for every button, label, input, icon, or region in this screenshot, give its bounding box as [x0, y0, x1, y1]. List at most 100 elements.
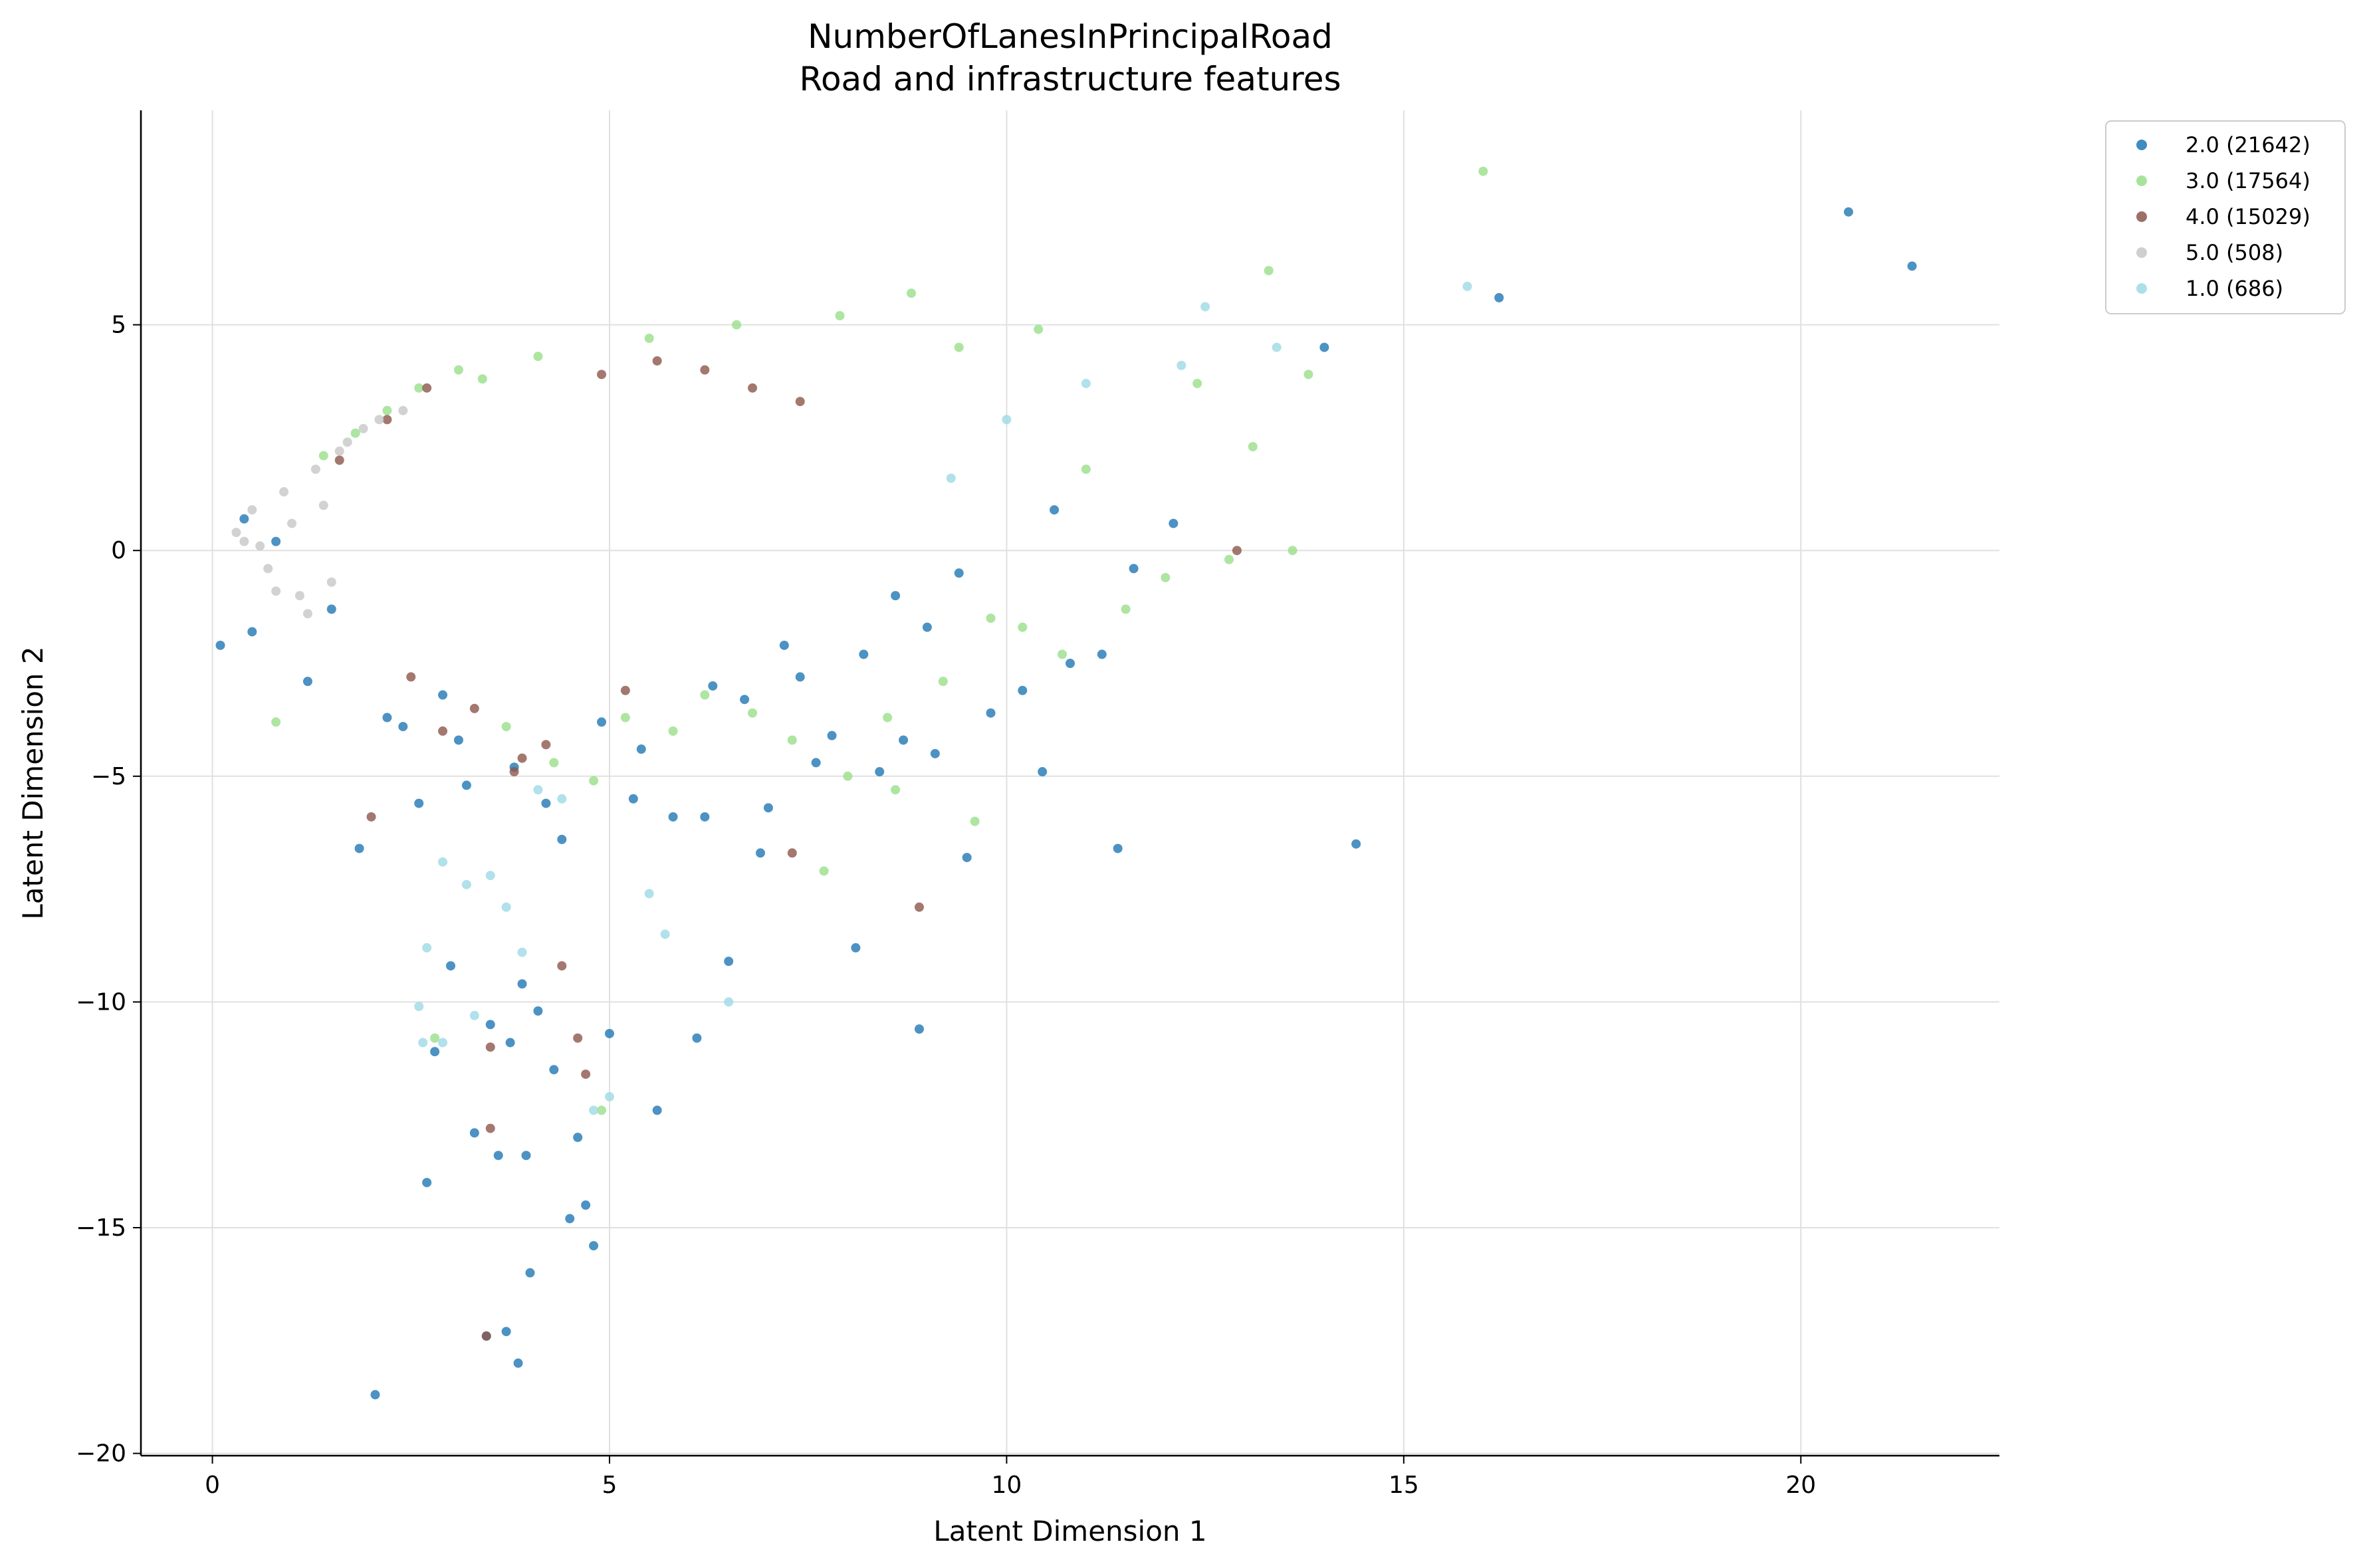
data-point: [485, 1020, 495, 1030]
data-point: [1066, 659, 1075, 669]
data-point: [668, 812, 678, 822]
legend-label: 4.0 (15029): [2186, 204, 2310, 229]
data-point: [271, 536, 281, 546]
data-point: [914, 902, 924, 912]
legend-label: 1.0 (686): [2186, 276, 2283, 301]
legend-frame: [2105, 120, 2346, 314]
data-point: [517, 979, 527, 989]
y-axis-label: Latent Dimension 2: [17, 646, 49, 919]
data-point: [517, 947, 527, 957]
data-point: [724, 956, 734, 966]
data-point: [1081, 378, 1091, 388]
chart-subtitle: Road and infrastructure features: [799, 60, 1341, 98]
data-point: [541, 798, 551, 808]
data-point: [557, 794, 567, 804]
data-point: [907, 288, 917, 298]
axis-ticks: 0 5 10 15 20 5 0 −5 −10 −15 −20: [76, 312, 1816, 1499]
data-points: [215, 166, 1917, 1400]
data-point: [453, 365, 463, 375]
data-point: [310, 464, 320, 474]
data-point: [827, 730, 837, 740]
series-2-points: [334, 356, 1242, 1341]
data-point: [573, 1133, 583, 1143]
grid-lines: [141, 110, 1999, 1456]
data-point: [398, 405, 408, 415]
data-point: [811, 758, 821, 768]
data-point: [326, 577, 336, 587]
data-point: [438, 690, 448, 700]
data-point: [652, 356, 662, 366]
data-point: [652, 1105, 662, 1115]
data-point: [1272, 342, 1282, 352]
legend-marker: [2136, 247, 2147, 258]
y-tick-label: −15: [76, 1214, 126, 1242]
legend-label: 2.0 (21642): [2186, 132, 2310, 158]
data-point: [1351, 839, 1361, 849]
data-point: [469, 1010, 479, 1020]
data-point: [239, 536, 249, 546]
data-point: [1018, 622, 1028, 632]
data-point: [414, 798, 424, 808]
data-point: [732, 320, 742, 330]
data-point: [1113, 843, 1123, 853]
data-point: [422, 1178, 432, 1188]
data-point: [581, 1069, 591, 1079]
x-tick-label: 15: [1389, 1472, 1419, 1499]
data-point: [1248, 442, 1258, 451]
data-point: [255, 541, 265, 551]
x-tick-label: 0: [205, 1472, 220, 1499]
data-point: [740, 695, 750, 705]
data-point: [946, 473, 956, 483]
x-tick-label: 20: [1785, 1472, 1816, 1499]
data-point: [954, 342, 964, 352]
data-point: [1097, 649, 1107, 659]
data-point: [795, 397, 805, 407]
data-point: [843, 771, 853, 781]
data-point: [597, 370, 607, 380]
data-point: [406, 672, 416, 682]
data-point: [533, 785, 543, 795]
series-3-points: [231, 405, 408, 619]
data-point: [644, 333, 654, 343]
y-tick-label: −10: [76, 988, 126, 1016]
data-point: [1002, 415, 1012, 425]
data-point: [636, 744, 646, 754]
series-0-points: [215, 207, 1917, 1400]
data-point: [859, 649, 869, 659]
data-point: [724, 997, 734, 1007]
data-point: [787, 848, 797, 858]
data-point: [875, 767, 885, 777]
data-point: [398, 722, 408, 732]
data-point: [287, 518, 297, 528]
data-point: [430, 1047, 440, 1057]
data-point: [1034, 324, 1044, 334]
data-point: [819, 866, 829, 876]
y-tick-label: −20: [76, 1440, 126, 1468]
data-point: [1081, 464, 1091, 474]
data-point: [350, 428, 360, 438]
data-point: [1200, 302, 1210, 312]
data-point: [708, 681, 718, 691]
data-point: [692, 1033, 702, 1043]
data-point: [597, 1105, 607, 1115]
data-point: [1161, 572, 1171, 582]
data-point: [1121, 604, 1131, 614]
data-point: [883, 713, 893, 723]
data-point: [318, 451, 328, 461]
data-point: [581, 1200, 591, 1210]
data-point: [485, 871, 495, 881]
data-point: [700, 365, 710, 375]
data-point: [565, 1214, 575, 1224]
data-point: [970, 816, 980, 826]
data-point: [334, 455, 344, 465]
data-point: [453, 735, 463, 745]
data-point: [318, 501, 328, 510]
data-point: [891, 591, 901, 601]
data-point: [549, 1065, 559, 1075]
data-point: [1303, 370, 1313, 380]
data-point: [469, 1128, 479, 1138]
data-point: [700, 690, 710, 700]
data-point: [271, 586, 281, 596]
data-point: [422, 383, 432, 393]
